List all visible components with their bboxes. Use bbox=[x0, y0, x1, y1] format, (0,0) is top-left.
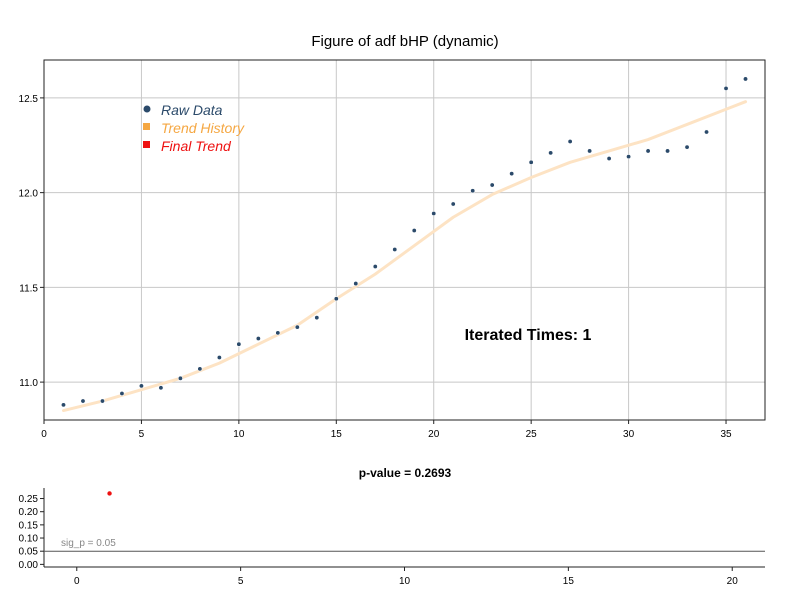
pvalue-x-tick-label: 15 bbox=[563, 576, 575, 587]
raw-data-point bbox=[528, 159, 534, 165]
significance-threshold-label: sig_p = 0.05 bbox=[61, 538, 116, 549]
main-y-tick-label: 12.0 bbox=[19, 189, 39, 200]
raw-data-point bbox=[60, 402, 66, 408]
raw-data-point bbox=[216, 354, 222, 360]
iteration-annotation: Iterated Times: 1 bbox=[465, 327, 592, 344]
raw-data-point bbox=[138, 383, 144, 389]
raw-data-point bbox=[431, 210, 437, 216]
raw-data-point bbox=[353, 281, 359, 287]
raw-data-point bbox=[372, 264, 378, 270]
raw-data-point bbox=[743, 76, 749, 82]
pvalue-points bbox=[107, 491, 112, 496]
raw-data-point bbox=[704, 129, 710, 135]
raw-data-point bbox=[158, 385, 164, 391]
raw-data-point bbox=[275, 330, 281, 336]
main-x-tick-label: 10 bbox=[233, 429, 245, 440]
main-x-tick-label: 0 bbox=[41, 429, 47, 440]
pvalue-y-tick-label: 0.05 bbox=[19, 547, 39, 558]
raw-data-point bbox=[314, 315, 320, 321]
raw-data-point bbox=[197, 366, 203, 372]
main-plot-frame bbox=[43, 59, 766, 421]
legend-trend-history-label: Trend History bbox=[161, 120, 245, 136]
pvalue-y-tick-label: 0.10 bbox=[19, 534, 39, 545]
raw-data-point bbox=[255, 336, 261, 342]
main-x-tick-label: 15 bbox=[331, 429, 343, 440]
raw-data-point bbox=[236, 341, 242, 347]
pvalue-x-tick-label: 0 bbox=[74, 576, 80, 587]
pvalue-point bbox=[107, 491, 112, 496]
main-chart-title: Figure of adf bHP (dynamic) bbox=[311, 33, 498, 50]
main-y-tick-label: 12.5 bbox=[19, 94, 39, 105]
legend-final-trend-label: Final Trend bbox=[161, 138, 232, 154]
pvalue-x-axis: 0 5 10 15 20 bbox=[74, 567, 738, 587]
raw-data-point bbox=[119, 390, 125, 396]
raw-data-point bbox=[665, 148, 671, 154]
legend-raw-label: Raw Data bbox=[161, 102, 223, 118]
main-x-tick-label: 25 bbox=[526, 429, 538, 440]
raw-data-point bbox=[606, 156, 612, 162]
pvalue-y-tick-label: 0.25 bbox=[19, 494, 39, 505]
main-x-axis: 0 5 10 15 20 25 30 35 bbox=[41, 420, 732, 440]
raw-data-point bbox=[509, 171, 515, 177]
raw-data-point bbox=[489, 182, 495, 188]
raw-data-point bbox=[333, 296, 339, 302]
raw-data-point bbox=[645, 148, 651, 154]
raw-data-point bbox=[567, 138, 573, 144]
main-x-tick-label: 35 bbox=[720, 429, 732, 440]
main-y-axis: 11.0 11.5 12.0 12.5 bbox=[19, 94, 44, 389]
raw-data-point bbox=[80, 398, 86, 404]
pvalue-y-tick-label: 0.15 bbox=[19, 520, 39, 531]
main-x-tick-label: 20 bbox=[428, 429, 440, 440]
main-y-tick-label: 11.5 bbox=[19, 283, 38, 294]
pvalue-x-tick-label: 10 bbox=[399, 576, 411, 587]
pvalue-y-axis: 0.00 0.05 0.10 0.15 0.20 0.25 bbox=[19, 494, 44, 571]
raw-data-point bbox=[177, 375, 183, 381]
pvalue-x-tick-label: 20 bbox=[727, 576, 739, 587]
legend-trend-history-marker bbox=[143, 123, 150, 130]
raw-data-point bbox=[723, 85, 729, 91]
raw-data-point bbox=[99, 398, 105, 404]
raw-data-point bbox=[450, 201, 456, 207]
pvalue-x-tick-label: 5 bbox=[238, 576, 244, 587]
raw-data-point bbox=[548, 150, 554, 156]
legend-final-trend-marker bbox=[143, 141, 150, 148]
raw-data-point bbox=[470, 188, 476, 194]
raw-data-point bbox=[411, 228, 417, 234]
raw-data-point bbox=[392, 246, 398, 252]
main-grid bbox=[44, 60, 765, 420]
main-x-tick-label: 30 bbox=[623, 429, 635, 440]
main-x-tick-label: 5 bbox=[139, 429, 145, 440]
raw-data-point bbox=[294, 324, 300, 330]
pvalue-chart-title: p-value = 0.2693 bbox=[359, 466, 452, 480]
raw-data-point bbox=[587, 148, 593, 154]
pvalue-y-tick-label: 0.00 bbox=[19, 560, 39, 571]
raw-data-point bbox=[684, 144, 690, 150]
main-y-tick-label: 11.0 bbox=[19, 378, 38, 389]
raw-data-points bbox=[60, 76, 749, 408]
legend-raw-marker bbox=[143, 105, 151, 113]
pvalue-y-tick-label: 0.20 bbox=[19, 507, 39, 518]
raw-data-point bbox=[626, 154, 632, 160]
legend: Raw Data Trend History Final Trend bbox=[143, 102, 245, 154]
